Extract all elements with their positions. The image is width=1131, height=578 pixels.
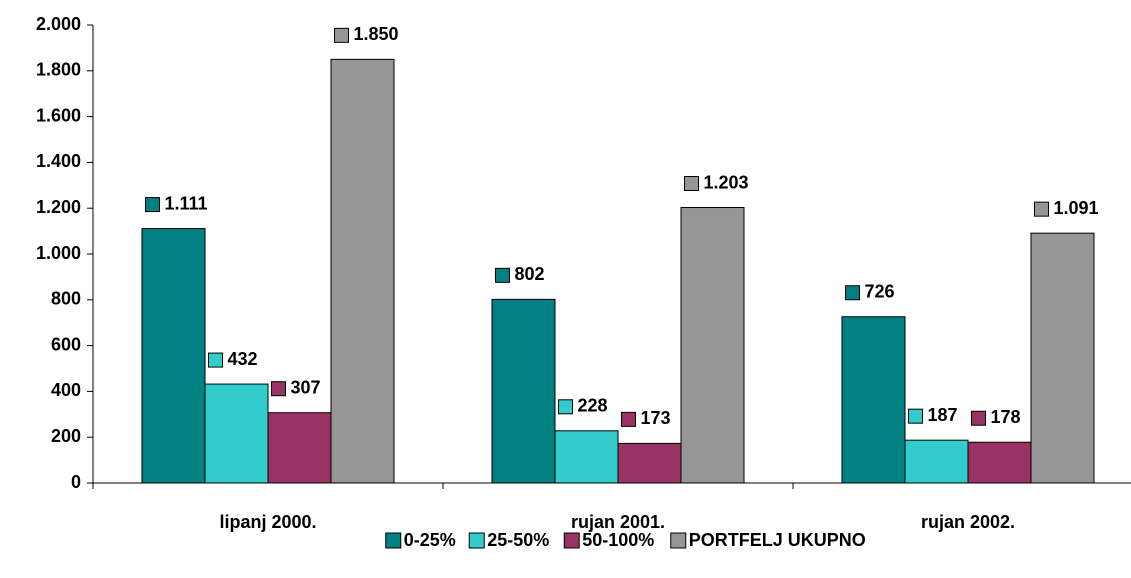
value-label: 187 (928, 405, 958, 425)
value-label-key (271, 381, 286, 397)
value-label-key (621, 411, 636, 427)
y-tick-label: 1.400 (36, 151, 81, 171)
legend-label: 50-100% (582, 530, 654, 550)
value-label-key (334, 27, 349, 43)
value-label: 178 (991, 407, 1021, 427)
legend-label: 25-50% (487, 530, 549, 550)
bar (904, 439, 969, 484)
value-label-key (845, 285, 860, 301)
value-label: 1.111 (165, 193, 208, 213)
bar (967, 441, 1032, 484)
bar (617, 442, 682, 484)
bar (330, 58, 395, 484)
bar (1030, 232, 1095, 484)
value-label: 173 (641, 408, 671, 428)
bar (204, 383, 269, 484)
bar (267, 412, 332, 484)
value-label-key (908, 408, 923, 424)
value-label: 802 (515, 264, 545, 284)
bar (554, 430, 619, 484)
legend-key (385, 532, 402, 549)
value-label-key (558, 399, 573, 415)
x-tick-label: rujan 2001. (571, 512, 665, 532)
y-tick-label: 1.200 (36, 197, 81, 217)
value-label-key (971, 410, 986, 426)
y-tick-label: 1.600 (36, 105, 81, 125)
x-tick-label: rujan 2002. (921, 512, 1015, 532)
value-label-key (1034, 201, 1049, 217)
value-label-key (495, 267, 510, 283)
y-tick-label: 200 (51, 426, 81, 446)
bar (491, 298, 556, 484)
value-label-key (145, 197, 160, 213)
bar (141, 228, 206, 484)
bar (841, 316, 906, 484)
x-tick-label: lipanj 2000. (219, 512, 316, 532)
value-label-key (684, 176, 699, 192)
legend-key (563, 532, 580, 549)
bar (680, 207, 745, 484)
value-label: 726 (865, 281, 895, 301)
value-label: 228 (578, 396, 608, 416)
y-tick-label: 1.800 (36, 60, 81, 80)
value-label: 1.203 (704, 172, 749, 192)
y-tick-label: 600 (51, 334, 81, 354)
y-tick-label: 1.000 (36, 243, 81, 263)
value-label: 432 (228, 349, 258, 369)
y-tick-label: 0 (71, 472, 81, 492)
y-tick-label: 2.000 (36, 14, 81, 34)
legend-key (468, 532, 485, 549)
legend-key (670, 532, 687, 549)
value-label: 1.091 (1054, 198, 1099, 218)
legend-label: 0-25% (404, 530, 456, 550)
y-tick-label: 800 (51, 289, 81, 309)
legend-label: PORTFELJ UKUPNO (689, 530, 866, 550)
y-tick-label: 400 (51, 380, 81, 400)
value-label: 307 (291, 377, 321, 397)
value-label-key (208, 352, 223, 368)
value-label: 1.850 (354, 24, 399, 44)
